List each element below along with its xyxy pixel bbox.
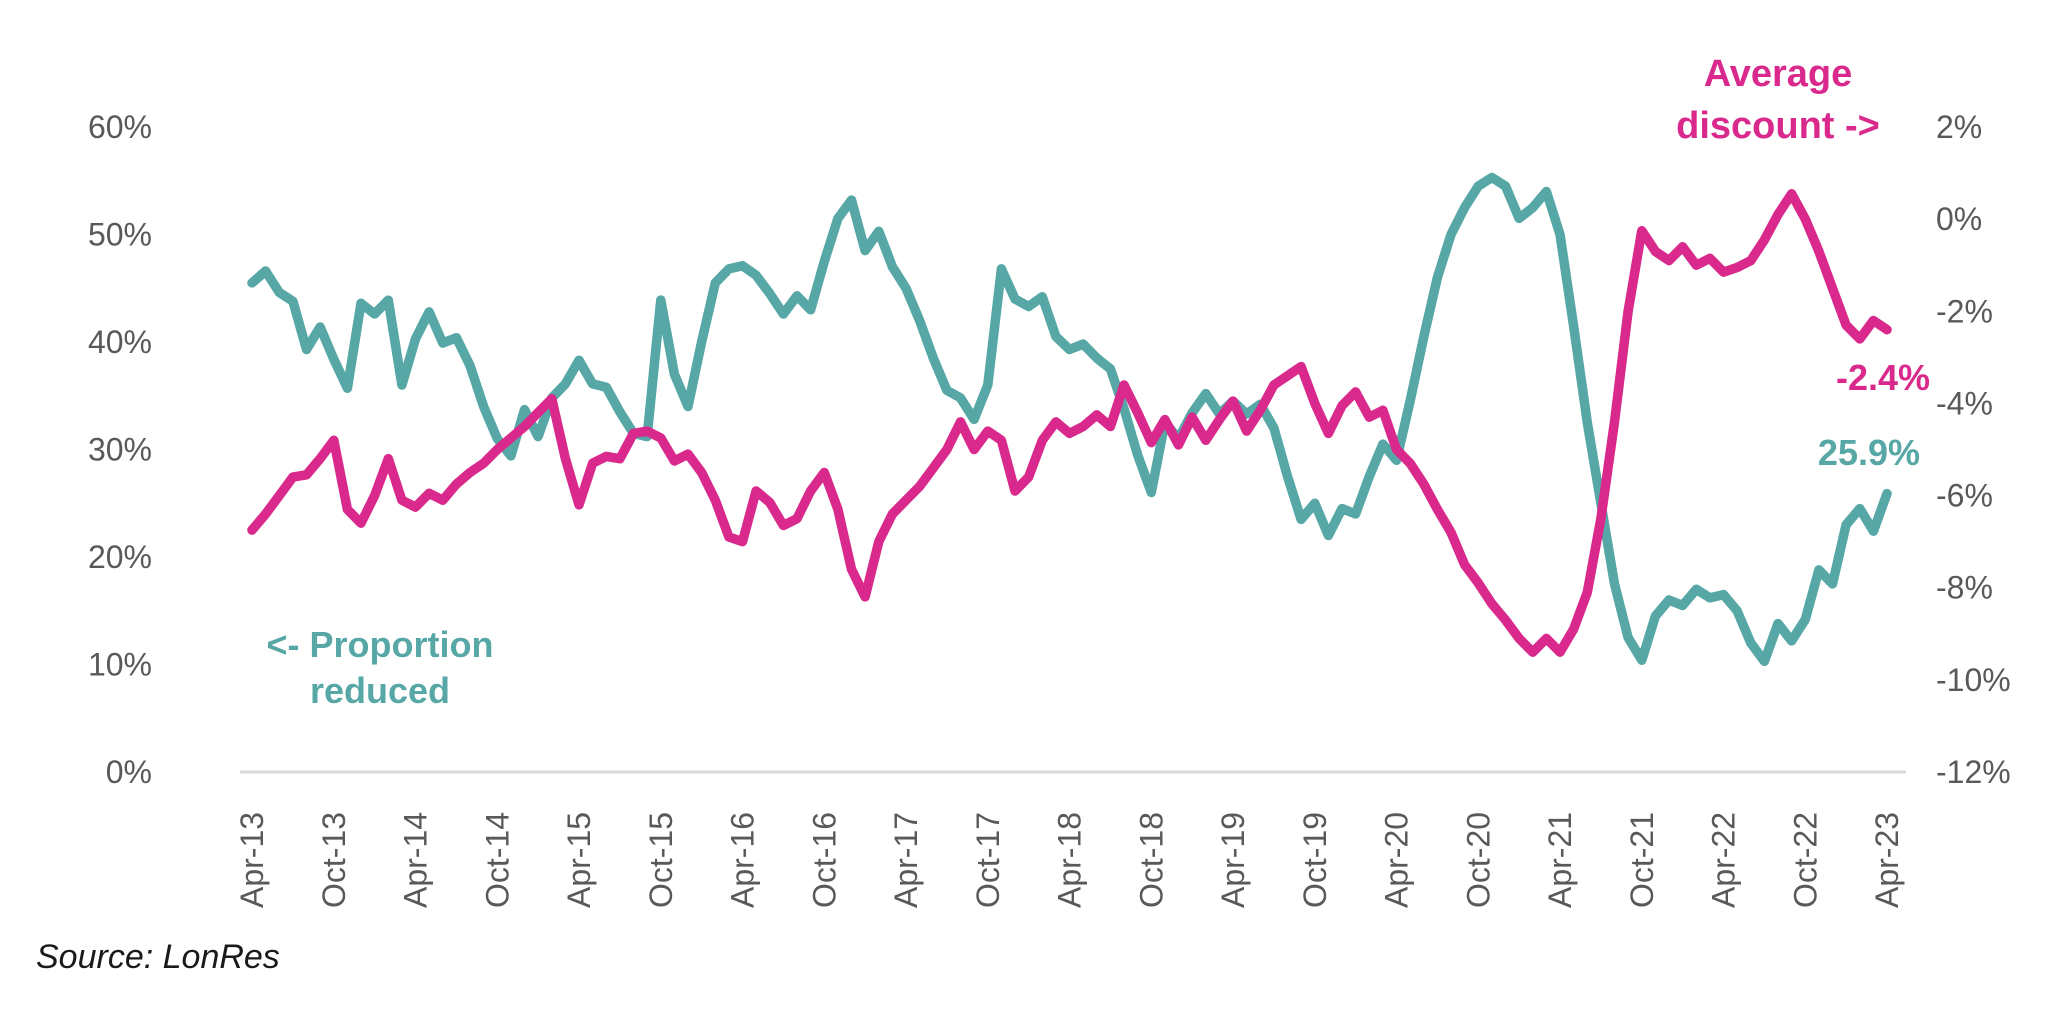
left-axis-tick-label: 20% (88, 539, 152, 575)
right-axis-tick-label: -10% (1936, 662, 2011, 698)
left-axis-tick-label: 30% (88, 432, 152, 468)
right-axis-tick-label: 0% (1936, 201, 1982, 237)
x-axis-tick-label: Apr-19 (1215, 812, 1251, 908)
x-axis-tick-label: Oct-17 (970, 812, 1006, 908)
x-axis-tick-label: Oct-14 (479, 812, 515, 908)
proportion-reduced-line (247, 172, 1892, 667)
left-axis-tick-label: 10% (88, 647, 152, 683)
proportion-reduced-annotation-line2: reduced (309, 670, 451, 711)
left-axis-tick-label: 40% (88, 324, 152, 360)
right-axis-tick-label: -8% (1936, 570, 1993, 606)
x-axis-tick-label: Apr-18 (1052, 812, 1088, 908)
x-axis-tick-label: Apr-15 (561, 812, 597, 908)
left-axis-tick-label: 50% (88, 217, 152, 253)
x-axis-tick-label: Oct-13 (316, 812, 352, 908)
x-axis-tick-label: Oct-18 (1133, 812, 1169, 908)
right-axis-tick-label: -12% (1936, 754, 2011, 790)
x-axis-tick-label: Oct-19 (1297, 812, 1333, 908)
x-axis-tick-label: Apr-17 (888, 812, 924, 908)
x-axis-tick-label: Oct-22 (1787, 812, 1823, 908)
proportion-reduced-end-value: 25.9% (1817, 432, 1920, 473)
x-axis-tick-label: Apr-21 (1542, 812, 1578, 908)
right-axis-tick-label: -6% (1936, 478, 1993, 514)
x-axis-tick-label: Oct-16 (806, 812, 842, 908)
left-axis-tick-label: 60% (88, 109, 152, 145)
x-axis-tick-label: Oct-15 (643, 812, 679, 908)
right-axis-tick-label: -4% (1936, 385, 1993, 421)
average-discount-annotation-line1: Average (1703, 53, 1853, 95)
x-axis-tick-label: Apr-16 (725, 812, 761, 908)
x-axis-tick-label: Apr-14 (398, 812, 434, 908)
proportion-reduced-annotation-line1: <- Proportion (266, 624, 494, 665)
average-discount-annotation: Average discount -> (1578, 48, 1978, 152)
right-axis-tick-label: 2% (1936, 109, 1982, 145)
x-axis-tick-label: Apr-23 (1869, 812, 1905, 908)
proportion-reduced-annotation: <- Proportion reduced (230, 622, 530, 714)
right-axis-tick-label: -2% (1936, 293, 1993, 329)
x-axis-tick-label: Apr-20 (1379, 812, 1415, 908)
average-discount-annotation-line2: discount -> (1676, 105, 1880, 147)
x-axis-tick-label: Oct-20 (1460, 812, 1496, 908)
left-axis-tick-label: 0% (106, 754, 152, 790)
average-discount-end-value: -2.4% (1835, 357, 1930, 398)
average-discount-line (247, 189, 1892, 657)
source-caption: Source: LonRes (36, 938, 280, 976)
x-axis-tick-label: Apr-13 (234, 812, 270, 908)
x-axis-tick-label: Oct-21 (1624, 812, 1660, 908)
x-axis-tick-label: Apr-22 (1706, 812, 1742, 908)
